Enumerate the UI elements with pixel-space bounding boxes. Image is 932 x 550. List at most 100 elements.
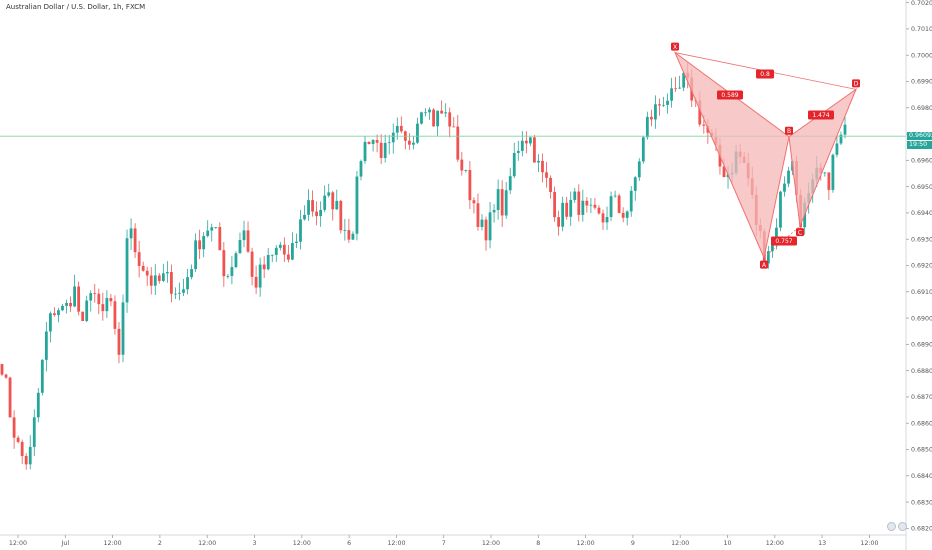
candle [242, 220, 246, 248]
candle [387, 135, 391, 155]
candle [85, 295, 89, 323]
candle-body [242, 230, 246, 241]
candle [480, 214, 484, 231]
candle [577, 184, 581, 222]
candle [496, 179, 500, 220]
candle [109, 293, 113, 307]
candle [238, 232, 242, 254]
candle-body [787, 170, 790, 184]
candle-body [528, 137, 532, 144]
candle [266, 247, 270, 271]
candle-body [573, 191, 577, 200]
candle-body [637, 161, 641, 178]
candle [520, 131, 524, 157]
candle-body [117, 328, 121, 355]
candle-body [666, 100, 669, 105]
candle [464, 169, 468, 173]
candle [157, 273, 161, 284]
candle-body [399, 125, 403, 132]
candle [601, 209, 605, 230]
candle [617, 193, 621, 214]
candle-body [299, 219, 302, 242]
candle [412, 136, 415, 150]
y-axis[interactable]: 0.702000.701000.700000.699000.698000.697… [905, 0, 932, 550]
candle [323, 185, 327, 213]
pattern-point-badge [671, 42, 679, 51]
candle-body [508, 176, 512, 191]
pattern-point-a: A [760, 260, 768, 269]
candle-body [133, 228, 137, 253]
candle [371, 138, 375, 152]
candle [843, 115, 847, 139]
candle-body [621, 212, 625, 218]
candle [565, 196, 569, 220]
x-tick-label: 12:00 [766, 540, 784, 547]
candle-body [81, 311, 85, 322]
candle-body [0, 364, 4, 375]
candle-body [210, 227, 214, 231]
candle-body [319, 209, 323, 217]
candle [0, 363, 4, 377]
candle [545, 162, 548, 188]
pattern-point-x: X [671, 42, 679, 51]
candle [468, 161, 472, 210]
candle [12, 410, 16, 449]
candle-body [282, 244, 286, 255]
x-tick-label: 7 [442, 540, 446, 547]
x-tick-label: 9 [631, 540, 635, 547]
candle [161, 263, 165, 283]
candle-body [561, 202, 565, 227]
settings-icon[interactable] [898, 522, 907, 531]
candle-body [222, 250, 226, 277]
candle [823, 171, 827, 177]
candle [117, 322, 121, 364]
candle-body [512, 152, 516, 177]
candle-body [36, 392, 40, 418]
candle [367, 141, 371, 145]
x-axis[interactable]: 12:00 Jul 12:00 2 12:00 3 12:00 6 12:00 7 12:00 8 12… [0, 534, 906, 547]
candle-body [541, 160, 544, 173]
candle [153, 264, 157, 296]
tradingview-logo-icon[interactable] [887, 522, 896, 531]
candle-body [137, 252, 141, 266]
candle [440, 100, 444, 115]
candle [137, 240, 141, 278]
candle-body [468, 170, 472, 201]
candle [254, 265, 258, 295]
candle-body [722, 166, 726, 178]
candle-body [569, 199, 573, 217]
candle-body [355, 176, 359, 234]
candle [170, 264, 173, 303]
candle [53, 307, 56, 317]
candle-body [121, 302, 125, 355]
candle [581, 189, 585, 222]
candle [827, 172, 831, 200]
candle [629, 186, 633, 217]
candle-body [270, 254, 274, 256]
pattern-ratio-label: 1.474 [812, 112, 829, 119]
x-tick-label: 8 [536, 540, 540, 547]
candle-body [613, 195, 617, 197]
candle-body [383, 142, 387, 158]
candle-body [20, 441, 24, 456]
candle-body [226, 275, 230, 277]
candle-body [178, 292, 181, 294]
candle [250, 247, 254, 286]
candle [593, 198, 597, 210]
candle [186, 269, 189, 295]
candle [113, 295, 117, 335]
candle [246, 221, 250, 254]
candle-body [149, 275, 153, 286]
candle [589, 197, 593, 214]
candle-body [230, 267, 234, 276]
pattern-ratio-badge [756, 69, 774, 79]
pattern-triangle-xab [673, 51, 790, 260]
candle [654, 95, 657, 129]
